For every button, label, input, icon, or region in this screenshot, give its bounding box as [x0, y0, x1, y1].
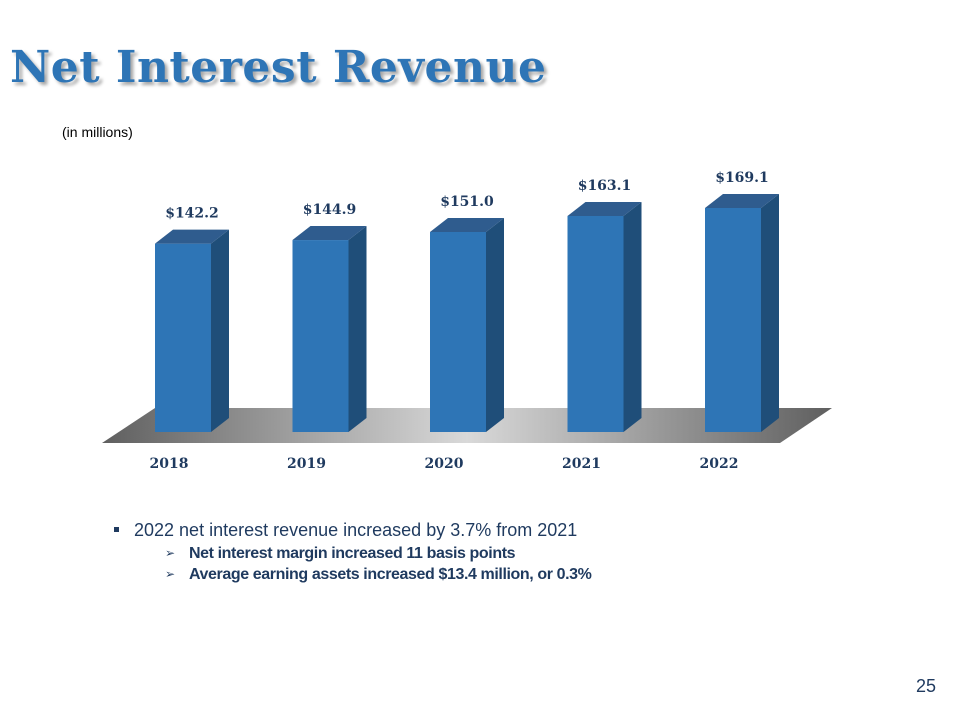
x-tick-label: 2018 — [150, 456, 189, 472]
bar-top — [155, 229, 229, 244]
x-tick-label: 2019 — [287, 456, 326, 472]
page-number: 25 — [915, 676, 936, 696]
x-tick-label: 2020 — [425, 456, 464, 472]
x-tick-label: 2022 — [700, 456, 739, 472]
bar-side — [761, 194, 779, 432]
arrow-bullet-icon: ➢ — [165, 567, 175, 581]
bar-top — [430, 217, 504, 232]
bar-2019 — [292, 226, 367, 432]
unit-note: (in millions) — [62, 124, 133, 140]
bar-2022 — [705, 194, 779, 432]
bar-chart: $142.2 2018 $144.9 2019 $151.0 2020 $163.1 2021… — [102, 170, 832, 472]
data-label: $169.1 — [715, 170, 769, 186]
data-label: $163.1 — [578, 178, 632, 194]
bullet-list: 2022 net interest revenue increased by 3… — [112, 520, 592, 584]
bar-2018 — [155, 229, 229, 432]
sub-bullet: ➢ Net interest margin increased 11 basis… — [134, 545, 592, 563]
bar-front — [430, 231, 486, 432]
bar-front — [292, 240, 349, 432]
bar-side — [211, 229, 229, 432]
bar-top — [292, 226, 367, 241]
bar-2020 — [430, 217, 504, 432]
bar-side — [348, 226, 367, 432]
data-label: $144.9 — [303, 202, 357, 218]
slide-title: Net Interest Revenue — [10, 42, 547, 93]
bar-front — [155, 243, 211, 432]
bar-2021 — [567, 201, 642, 432]
bar-front — [705, 208, 761, 432]
sub-bullet-text: Net interest margin increased 11 basis p… — [189, 545, 516, 562]
sub-bullet-list: ➢ Net interest margin increased 11 basis… — [134, 545, 592, 584]
bar-front — [567, 215, 624, 432]
sub-bullet: ➢ Average earning assets increased $13.4… — [134, 566, 592, 584]
bar-top — [567, 201, 642, 216]
x-tick-label: 2021 — [562, 456, 601, 472]
sub-bullet-text: Average earning assets increased $13.4 m… — [189, 566, 592, 583]
bar-side — [486, 217, 504, 432]
bullet-main-text: 2022 net interest revenue increased by 3… — [134, 520, 578, 540]
data-label: $151.0 — [440, 194, 494, 210]
data-label: $142.2 — [165, 206, 219, 222]
arrow-bullet-icon: ➢ — [165, 546, 175, 560]
bar-top — [705, 194, 779, 208]
bullet-main: 2022 net interest revenue increased by 3… — [112, 520, 592, 584]
bar-side — [623, 201, 642, 432]
